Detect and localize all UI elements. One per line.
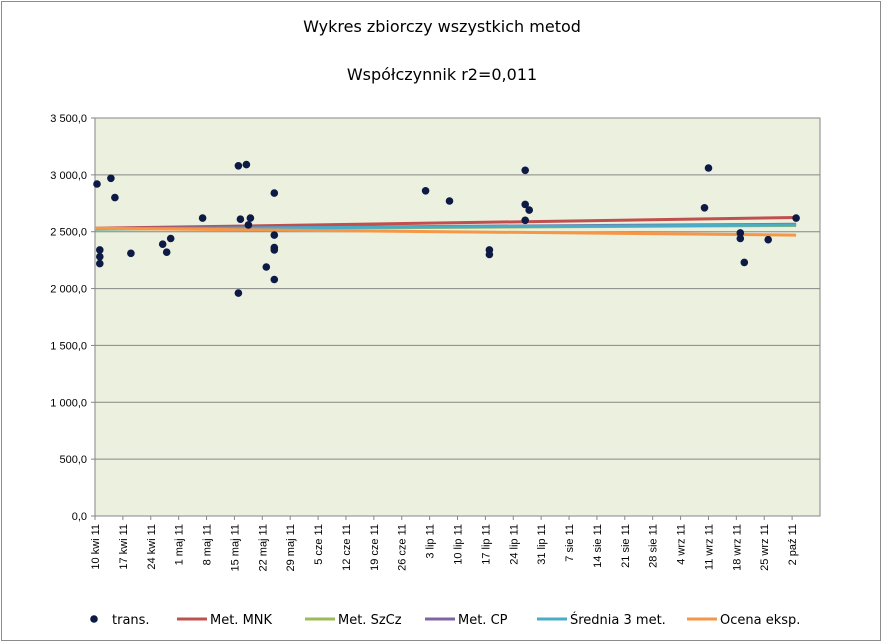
data-point bbox=[111, 193, 119, 202]
data-point bbox=[236, 215, 245, 223]
x-tick-label: 1 maj 11 bbox=[174, 524, 186, 565]
data-point bbox=[127, 249, 135, 258]
x-tick-label: 10 lip 11 bbox=[453, 524, 465, 565]
x-tick-label: 10 kwi 11 bbox=[90, 524, 102, 570]
x-tick-label: 4 wrz 11 bbox=[676, 524, 688, 565]
x-tick-label: 15 maj 11 bbox=[229, 524, 241, 572]
x-tick-label: 25 wrz 11 bbox=[759, 524, 771, 571]
legend-label: Met. CP bbox=[458, 613, 508, 628]
data-point bbox=[792, 214, 800, 222]
data-point bbox=[96, 252, 104, 261]
x-tick-label: 22 maj 11 bbox=[257, 524, 269, 572]
y-tick-label: 3 500,0 bbox=[50, 113, 87, 125]
x-tick-label: 17 kwi 11 bbox=[118, 524, 130, 570]
data-point bbox=[107, 174, 115, 183]
chart-title: Wykres zbiorczy wszystkich metod bbox=[303, 17, 581, 36]
x-axis: 10 kwi 11 17 kwi 11 24 kwi 11 1 maj 11 8 maj… bbox=[90, 516, 799, 572]
data-point bbox=[521, 216, 529, 225]
legend-label: trans. bbox=[112, 613, 150, 628]
x-tick-label: 11 wrz 11 bbox=[703, 524, 715, 570]
series-line bbox=[94, 226, 797, 237]
x-tick-label: 19 cze 11 bbox=[369, 524, 381, 571]
data-point bbox=[270, 189, 279, 197]
data-point bbox=[244, 221, 253, 229]
data-point bbox=[736, 234, 745, 243]
x-tick-label: 29 maj 11 bbox=[285, 524, 297, 572]
y-tick-label: 3 000,0 bbox=[50, 170, 87, 182]
series-lines bbox=[94, 216, 797, 237]
data-point bbox=[525, 206, 533, 214]
legend-label: Met. SzCz bbox=[338, 613, 402, 628]
legend-marker bbox=[90, 615, 98, 623]
data-point bbox=[740, 258, 749, 267]
x-tick-label: 5 cze 11 bbox=[313, 524, 325, 565]
y-tick-label: 1 500,0 bbox=[50, 340, 87, 352]
y-tick-label: 2 000,0 bbox=[50, 284, 87, 296]
y-tick-label: 0,0 bbox=[72, 511, 87, 523]
x-tick-label: 8 maj 11 bbox=[202, 524, 214, 565]
chart-subtitle: Współczynnik r2=0,011 bbox=[347, 65, 537, 84]
y-axis: 0,0 500,0 1 000,0 1 500,0 2 000,0 2 500,0 3 00… bbox=[50, 113, 95, 523]
data-point bbox=[736, 229, 745, 237]
data-point bbox=[93, 180, 101, 188]
x-tick-label: 31 lip 11 bbox=[536, 524, 548, 565]
data-point bbox=[234, 162, 243, 170]
data-point bbox=[96, 246, 104, 254]
data-point bbox=[246, 214, 255, 222]
data-point bbox=[234, 289, 243, 297]
x-tick-label: 3 lip 11 bbox=[425, 524, 437, 559]
x-tick-label: 26 cze 11 bbox=[397, 524, 409, 571]
legend-label: Met. MNK bbox=[210, 613, 273, 628]
data-point bbox=[270, 231, 279, 239]
data-point bbox=[521, 166, 529, 175]
x-tick-label: 2 paź 11 bbox=[787, 524, 799, 565]
legend-label: Ocena eksp. bbox=[720, 613, 800, 628]
data-point bbox=[445, 197, 454, 205]
data-point bbox=[700, 204, 709, 212]
x-tick-label: 28 sie 11 bbox=[648, 524, 660, 568]
y-tick-label: 2 500,0 bbox=[50, 227, 87, 239]
legend: trans. Met. MNK Met. SzCz Met. CP Średnia 3 … bbox=[90, 612, 800, 628]
data-point bbox=[198, 214, 207, 222]
data-point bbox=[242, 160, 251, 169]
data-point bbox=[704, 164, 713, 172]
x-tick-label: 21 sie 11 bbox=[620, 524, 632, 568]
data-point bbox=[270, 246, 279, 254]
data-point bbox=[270, 275, 279, 284]
series-points bbox=[93, 160, 800, 297]
x-tick-label: 24 kwi 11 bbox=[146, 524, 158, 570]
data-point bbox=[764, 235, 772, 244]
data-point bbox=[521, 200, 529, 209]
data-point bbox=[96, 259, 104, 268]
y-tick-label: 1 000,0 bbox=[50, 397, 87, 409]
x-tick-label: 14 sie 11 bbox=[592, 524, 604, 568]
x-tick-label: 17 lip 11 bbox=[480, 524, 492, 565]
x-tick-label: 24 lip 11 bbox=[508, 524, 520, 565]
data-point bbox=[262, 263, 271, 271]
x-tick-label: 18 wrz 11 bbox=[731, 524, 743, 571]
data-point bbox=[485, 250, 494, 259]
data-point bbox=[162, 248, 171, 256]
data-point bbox=[421, 187, 430, 195]
x-tick-label: 12 cze 11 bbox=[341, 524, 353, 571]
data-point bbox=[166, 234, 175, 243]
plot-area bbox=[94, 117, 821, 517]
legend-label: Średnia 3 met. bbox=[570, 612, 666, 628]
y-tick-label: 500,0 bbox=[59, 454, 87, 466]
data-point bbox=[158, 240, 167, 248]
x-tick-label: 7 sie 11 bbox=[564, 524, 576, 562]
